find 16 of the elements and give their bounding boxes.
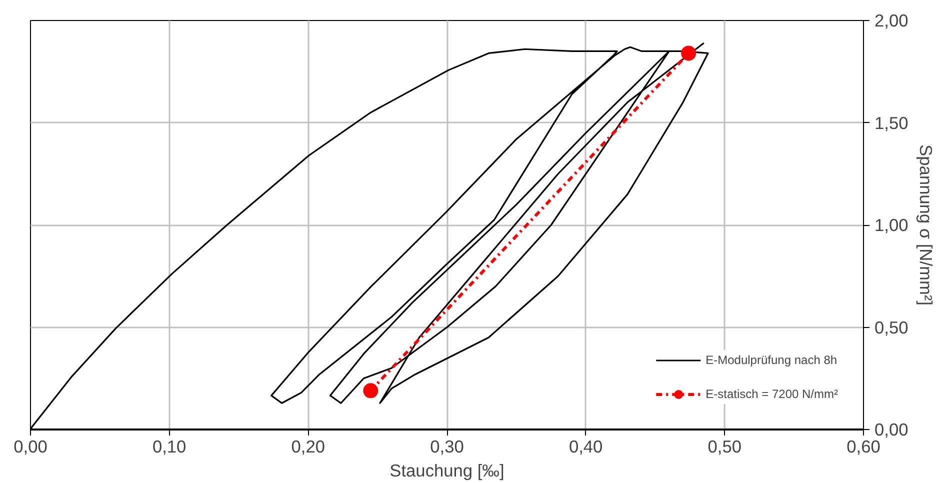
legend-label: E-Modulprüfung nach 8h	[706, 353, 838, 367]
y-tick-label: 1,00	[874, 215, 908, 235]
y-axis-title: Spannung σ [N/mm²]	[916, 144, 936, 306]
y-tick-label: 0,50	[874, 317, 908, 338]
x-tick-label: 0,30	[430, 436, 464, 456]
y-tick-label: 0,00	[874, 420, 908, 440]
y-tick-label: 2,00	[874, 10, 908, 30]
x-tick-label: 0,20	[291, 436, 326, 456]
x-tick-label: 0,00	[14, 436, 48, 456]
x-tick-label: 0,40	[568, 436, 603, 456]
y-tick-label: 1,50	[874, 112, 908, 133]
x-tick-label: 0,10	[152, 436, 186, 456]
x-tick-label: 0,60	[846, 436, 880, 456]
x-axis-title: Stauchung [‰]	[390, 460, 504, 480]
x-tick-label: 0,50	[708, 436, 742, 456]
legend-label: E-statisch = 7200 N/mm²	[706, 387, 838, 401]
